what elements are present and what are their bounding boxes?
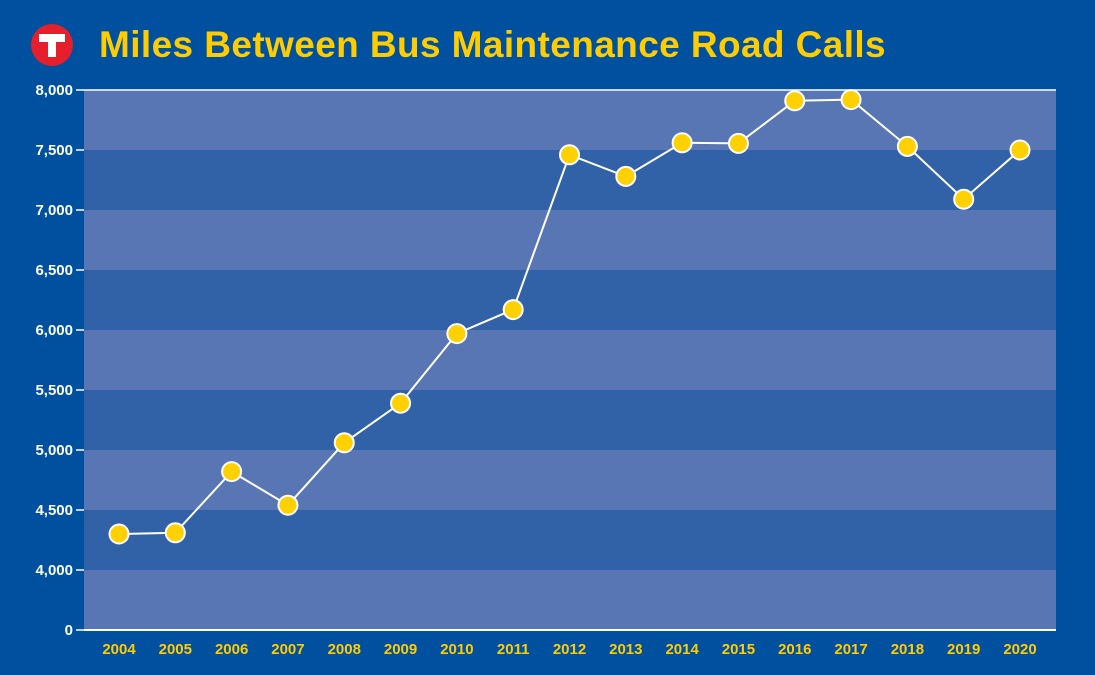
x-tick-label: 2012 bbox=[553, 641, 586, 658]
data-point-2009 bbox=[390, 392, 412, 414]
background-bands bbox=[84, 90, 1056, 630]
y-tick-label: 6,500 bbox=[35, 262, 73, 279]
x-tick-label: 2011 bbox=[497, 641, 530, 658]
chart-header: Miles Between Bus Maintenance Road Calls bbox=[0, 0, 1095, 88]
grid-band bbox=[84, 390, 1056, 450]
y-tick-label: 5,000 bbox=[35, 442, 73, 459]
x-tick-label: 2016 bbox=[778, 641, 811, 658]
data-point-2018 bbox=[896, 135, 918, 157]
y-tick-label: 0 bbox=[65, 622, 73, 639]
data-point-2011 bbox=[502, 299, 524, 321]
data-point-2005 bbox=[164, 522, 186, 544]
data-series bbox=[108, 89, 1031, 545]
grid-band bbox=[84, 570, 1056, 630]
data-point-2014 bbox=[671, 132, 693, 154]
x-tick-label: 2019 bbox=[947, 641, 980, 658]
y-tick-label: 8,000 bbox=[35, 82, 73, 99]
data-point-2019 bbox=[953, 188, 975, 210]
x-tick-label: 2009 bbox=[384, 641, 417, 658]
data-point-2010 bbox=[446, 323, 468, 345]
data-point-2015 bbox=[727, 132, 749, 154]
chart-title: Miles Between Bus Maintenance Road Calls bbox=[99, 24, 887, 65]
data-point-2007 bbox=[277, 494, 299, 516]
x-tick-label: 2020 bbox=[1003, 641, 1036, 658]
grid-band bbox=[84, 330, 1056, 390]
data-point-2008 bbox=[333, 432, 355, 454]
data-point-2016 bbox=[784, 90, 806, 112]
x-tick-label: 2007 bbox=[271, 641, 304, 658]
grid-band bbox=[84, 210, 1056, 270]
x-axis: 2004 2005 2006 2007 2008 2009 2010 2011 2012 2013… bbox=[102, 641, 1036, 658]
grid-band bbox=[84, 270, 1056, 330]
grid-band bbox=[84, 510, 1056, 570]
transit-t-logo-icon bbox=[31, 24, 73, 66]
y-tick-label: 7,500 bbox=[35, 142, 73, 159]
x-tick-label: 2006 bbox=[215, 641, 248, 658]
x-tick-label: 2013 bbox=[609, 641, 642, 658]
data-point-2004 bbox=[108, 523, 130, 545]
x-tick-label: 2014 bbox=[665, 641, 699, 658]
y-tick-label: 4,500 bbox=[35, 502, 73, 519]
y-tick-label: 4,000 bbox=[35, 562, 73, 579]
y-tick-label: 5,500 bbox=[35, 382, 73, 399]
x-tick-label: 2005 bbox=[159, 641, 192, 658]
y-tick-label: 7,000 bbox=[35, 202, 73, 219]
x-tick-label: 2008 bbox=[328, 641, 361, 658]
data-point-2006 bbox=[221, 461, 243, 483]
x-tick-label: 2010 bbox=[440, 641, 473, 658]
y-axis: 0 4,000 4,500 5,000 5,500 6,000 6,500 7,000 7,50… bbox=[35, 82, 1056, 639]
x-tick-label: 2018 bbox=[891, 641, 924, 658]
data-point-2013 bbox=[615, 165, 637, 187]
data-point-2020 bbox=[1009, 139, 1031, 161]
x-tick-label: 2015 bbox=[722, 641, 755, 658]
y-tick-label: 6,000 bbox=[35, 322, 73, 339]
grid-band bbox=[84, 90, 1056, 150]
data-point-2017 bbox=[840, 89, 862, 111]
data-point-2012 bbox=[559, 144, 580, 166]
x-tick-label: 2004 bbox=[102, 641, 136, 658]
x-tick-label: 2017 bbox=[834, 641, 867, 658]
